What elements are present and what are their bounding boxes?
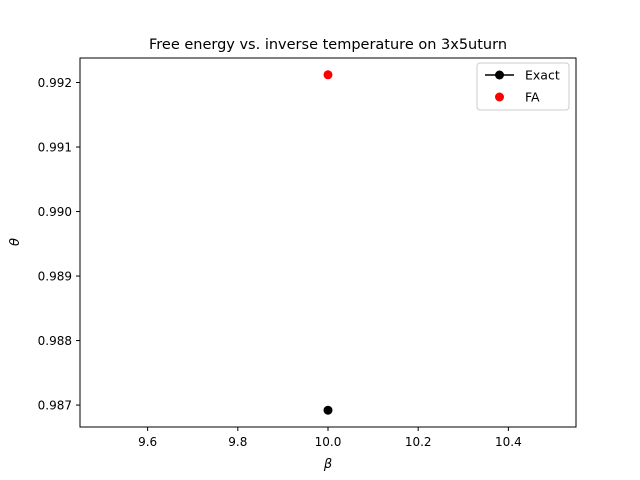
fa-point [323, 70, 333, 80]
y-tick-label: 0.989 [38, 270, 72, 284]
legend-fa-label: FA [525, 90, 540, 105]
legend-fa-marker [495, 92, 504, 102]
data-points [323, 70, 333, 415]
y-tick-label: 0.988 [38, 334, 72, 348]
x-tick-label: 10.2 [405, 435, 432, 449]
legend: Exact FA [476, 62, 570, 111]
chart-title: Free energy vs. inverse temperature on 3… [149, 37, 507, 53]
plot-area [79, 57, 577, 428]
x-tick-label: 10.4 [495, 435, 522, 449]
x-axis-ticks: 9.6 9.8 10.0 10.2 10.4 [138, 427, 522, 449]
y-tick-label: 0.991 [38, 141, 72, 155]
x-axis-label: β [323, 457, 332, 472]
y-tick-label: 0.987 [38, 399, 72, 413]
x-tick-label: 10.0 [315, 435, 342, 449]
y-tick-label: 0.992 [38, 76, 72, 90]
x-tick-label: 9.8 [228, 435, 247, 449]
legend-exact-marker [495, 70, 504, 80]
y-tick-label: 0.990 [38, 205, 72, 219]
x-tick-label: 9.6 [138, 435, 157, 449]
legend-exact-label: Exact [525, 68, 560, 83]
exact-point [323, 405, 333, 415]
y-axis-ticks: 0.987 0.988 0.989 0.990 0.991 0.992 [38, 76, 80, 413]
y-axis-label: θ [8, 238, 23, 246]
